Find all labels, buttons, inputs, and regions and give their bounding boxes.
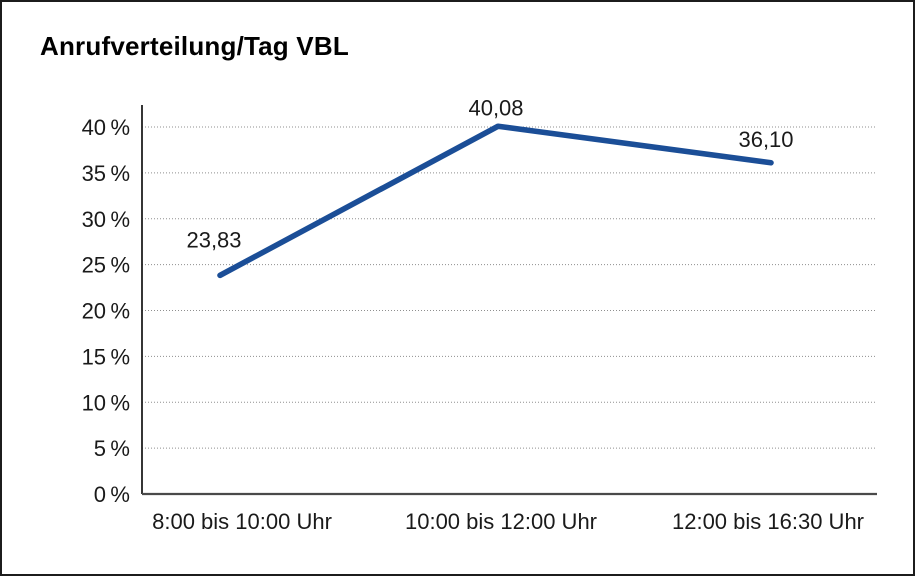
x-category-label: 10:00 bis 12:00 Uhr xyxy=(405,509,597,534)
y-tick-label: 0 % xyxy=(94,482,130,507)
y-tick-label: 40 % xyxy=(82,115,130,140)
x-category-label: 8:00 bis 10:00 Uhr xyxy=(152,509,332,534)
y-tick-label: 25 % xyxy=(82,253,130,278)
data-label: 36,10 xyxy=(738,127,793,152)
data-label: 23,83 xyxy=(186,227,241,252)
y-tick-label: 10 % xyxy=(82,390,130,415)
data-label: 40,08 xyxy=(468,95,523,120)
y-tick-label: 30 % xyxy=(82,207,130,232)
y-tick-label: 15 % xyxy=(82,344,130,369)
x-category-label: 12:00 bis 16:30 Uhr xyxy=(672,509,864,534)
chart-title: Anrufverteilung/Tag VBL xyxy=(40,31,349,61)
y-tick-label: 35 % xyxy=(82,161,130,186)
series-line xyxy=(217,123,774,279)
y-tick-label: 5 % xyxy=(94,436,130,461)
y-tick-label: 20 % xyxy=(82,299,130,324)
